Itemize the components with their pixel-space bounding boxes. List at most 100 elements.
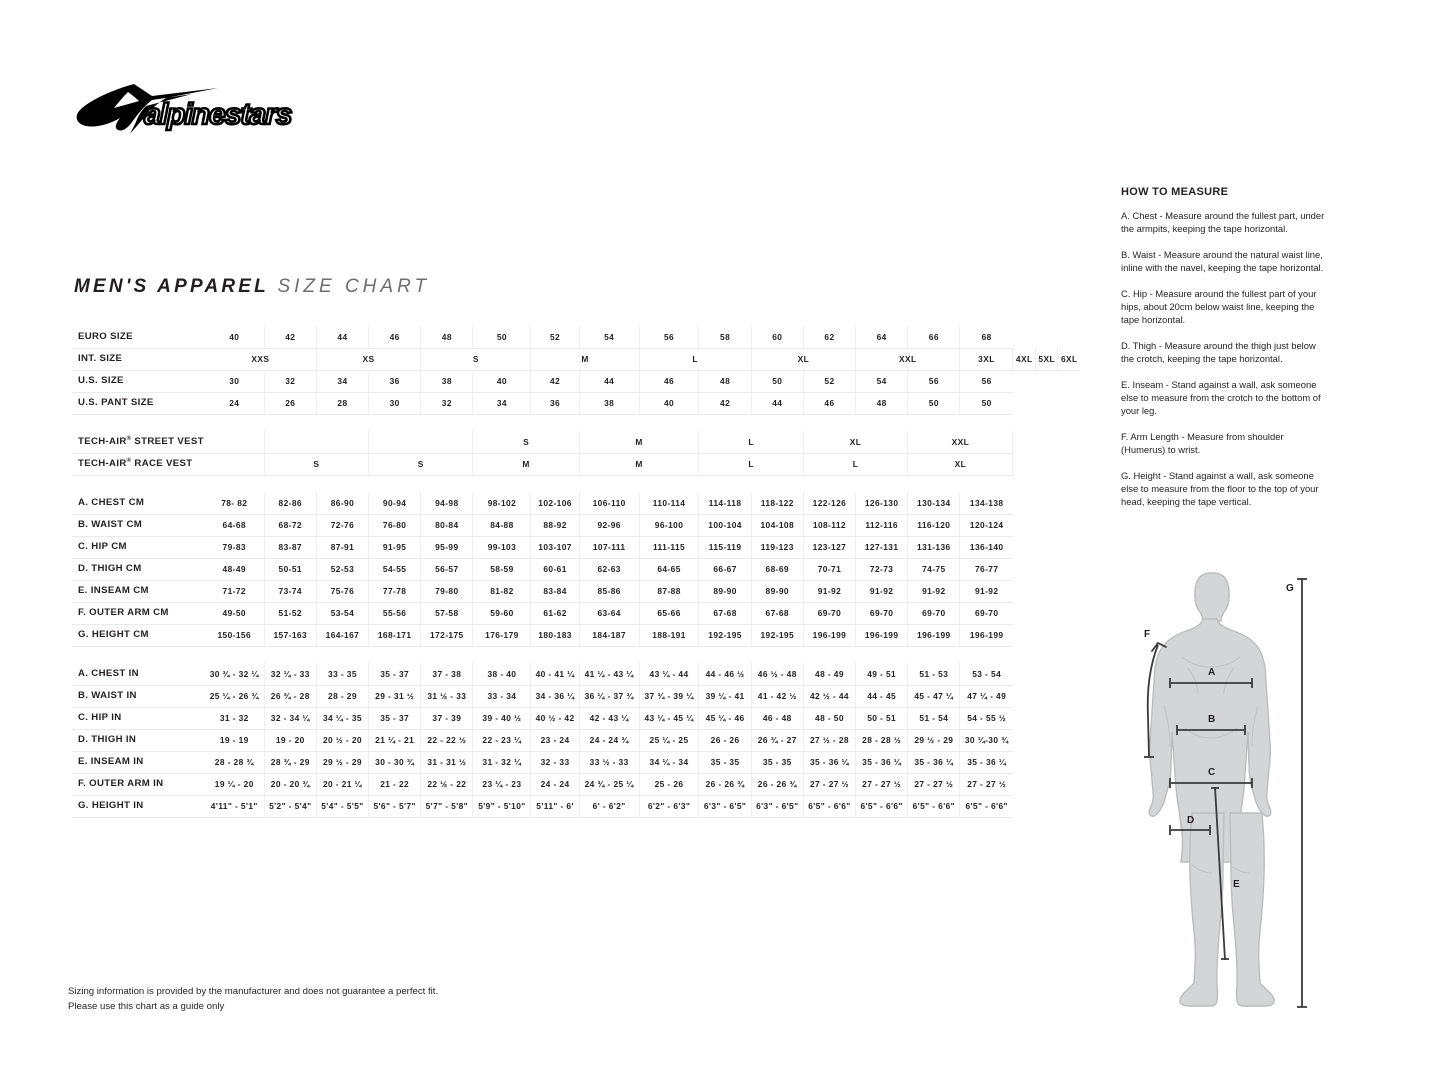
row-label: EURO SIZE — [72, 326, 205, 349]
table-cell: 130-134 — [907, 492, 961, 515]
table-cell: 52 — [803, 370, 857, 393]
table-cell: 27 - 27 ½ — [907, 773, 961, 796]
table-cell: 40 — [204, 326, 265, 349]
table-cell: 87-91 — [316, 536, 370, 559]
table-cell: 48 - 50 — [803, 707, 857, 730]
table-cell: 25 ¼ - 26 ¾ — [204, 685, 265, 708]
table-cell: 40 ½ - 42 — [530, 707, 580, 730]
table-cell: 70-71 — [803, 558, 857, 581]
table-cell: 45 ¼ - 46 — [698, 707, 752, 730]
table-cell: 91-92 — [959, 580, 1013, 603]
table-cell: 69-70 — [855, 602, 909, 625]
svg-text:alpinestars: alpinestars — [144, 98, 292, 131]
table-cell: M — [579, 431, 700, 454]
table-cell: 95-99 — [420, 536, 474, 559]
table-cell: 32 — [420, 392, 474, 415]
size-chart-table: EURO SIZE 40 42 44 46 48 50 52 54 56 58 60 62 64 66 68 I… — [72, 326, 1080, 818]
table-cell: 33 ½ - 33 — [579, 751, 640, 774]
table-cell: 111-115 — [639, 536, 700, 559]
left-leg-shape — [1179, 812, 1225, 1007]
table-cell: 27 ½ - 28 — [803, 729, 857, 752]
table-row: U.S. SIZE 30 32 34 36 38 40 42 44 46 48 50 52 54 56 56 — [72, 370, 1080, 393]
table-row: D. THIGH IN 19 - 19 19 - 20 20 ½ - 20 21 ¼ -… — [72, 729, 1080, 752]
disclaimer-line-2: Please use this chart as a guide only — [68, 1000, 225, 1012]
how-to-measure-thigh: D. Thigh - Measure around the thigh just… — [1121, 339, 1316, 364]
table-cell: 49 - 51 — [855, 663, 909, 686]
page-title-strong: MEN'S APPAREL — [74, 276, 269, 297]
table-cell: 85-86 — [579, 580, 640, 603]
table-cell: 32 - 34 ¼ — [264, 707, 317, 730]
table-cell: 26 ¾ - 28 — [264, 685, 317, 708]
table-cell: 26 - 26 — [698, 729, 752, 752]
table-cell: 122-126 — [803, 492, 857, 515]
table-cell-empty — [264, 431, 370, 454]
table-cell: 51 - 54 — [907, 707, 961, 730]
table-cell: 72-73 — [855, 558, 909, 581]
table-cell: 48-49 — [204, 558, 265, 581]
table-cell: 6'5" - 6'6" — [855, 795, 909, 818]
table-cell: 30 ¼-30 ¾ — [959, 729, 1013, 752]
body-measurement-diagram: A B C D E F G — [1130, 565, 1330, 1025]
table-row: G. HEIGHT CM 150-156 157-163 164-167 168-171… — [72, 624, 1080, 647]
table-cell: 19 - 19 — [204, 729, 265, 752]
table-cell: 82-86 — [264, 492, 317, 515]
table-row: F. OUTER ARM CM 49-50 51-52 53-54 55-56 57-58… — [72, 602, 1080, 625]
table-cell: 24 — [204, 392, 265, 415]
table-cell: 172-175 — [420, 624, 474, 647]
table-cell: 33 - 35 — [316, 663, 370, 686]
table-cell: 37 ¾ - 39 ¼ — [639, 685, 700, 708]
table-cell: 188-191 — [639, 624, 700, 647]
table-cell: 59-60 — [472, 602, 532, 625]
row-label: C. HIP IN — [72, 707, 205, 730]
table-cell: 80-84 — [420, 514, 474, 537]
table-cell: M — [579, 453, 700, 476]
table-cell: 157-163 — [264, 624, 317, 647]
table-cell: 48 - 49 — [803, 663, 857, 686]
diagram-label-f: F — [1144, 629, 1150, 640]
table-cell: 46 — [368, 326, 422, 349]
table-cell: 5'9" - 5'10" — [472, 795, 532, 818]
table-cell: 34 — [472, 392, 532, 415]
table-cell: 48 — [698, 370, 752, 393]
table-cell: 69-70 — [803, 602, 857, 625]
table-cell: 36 ¼ - 37 ¾ — [579, 685, 640, 708]
table-cell: 168-171 — [368, 624, 422, 647]
table-cell: 37 - 39 — [420, 707, 474, 730]
table-cell: 5'7" - 5'8" — [420, 795, 474, 818]
table-cell: 33 - 34 — [472, 685, 532, 708]
table-cell: 37 - 38 — [420, 663, 474, 686]
row-label: C. HIP CM — [72, 536, 205, 559]
table-cell: 6'3" - 6'5" — [751, 795, 804, 818]
row-label: G. HEIGHT IN — [72, 795, 205, 818]
table-cell: 103-107 — [530, 536, 580, 559]
row-label: D. THIGH CM — [72, 558, 205, 581]
table-cell: 5'2" - 5'4" — [264, 795, 317, 818]
table-cell: 4XL — [1012, 348, 1036, 371]
table-cell: 54-55 — [368, 558, 422, 581]
table-cell: 84-88 — [472, 514, 532, 537]
table-cell: 52 — [530, 326, 580, 349]
table-cell-empty — [204, 431, 265, 454]
table-cell: 28 - 28 ½ — [855, 729, 909, 752]
table-cell: XL — [751, 348, 857, 371]
table-cell: 134-138 — [959, 492, 1013, 515]
table-cell: 30 ¾ - 32 ¼ — [204, 663, 265, 686]
table-cell: 64-65 — [639, 558, 700, 581]
table-row: F. OUTER ARM IN 19 ¼ - 20 20 - 20 ¾ 20 - 21… — [72, 773, 1080, 796]
table-cell: 64 — [855, 326, 909, 349]
table-cell: 79-80 — [420, 580, 474, 603]
body-silhouette — [1148, 572, 1275, 1007]
table-cell: 31 - 31 ½ — [420, 751, 474, 774]
table-cell: 20 - 20 ¾ — [264, 773, 317, 796]
table-cell: 57-58 — [420, 602, 474, 625]
table-cell: 67-68 — [698, 602, 752, 625]
table-cell: 3XL — [959, 348, 1014, 371]
row-label: D. THIGH IN — [72, 729, 205, 752]
table-cell: 184-187 — [579, 624, 640, 647]
table-cell: 119-123 — [751, 536, 804, 559]
table-cell: 60 — [751, 326, 804, 349]
table-cell: 192-195 — [751, 624, 804, 647]
table-row: G. HEIGHT IN 4'11" - 5'1" 5'2" - 5'4" 5'4" … — [72, 795, 1080, 818]
table-cell: 48 — [855, 392, 909, 415]
table-cell: 30 - 30 ¾ — [368, 751, 422, 774]
